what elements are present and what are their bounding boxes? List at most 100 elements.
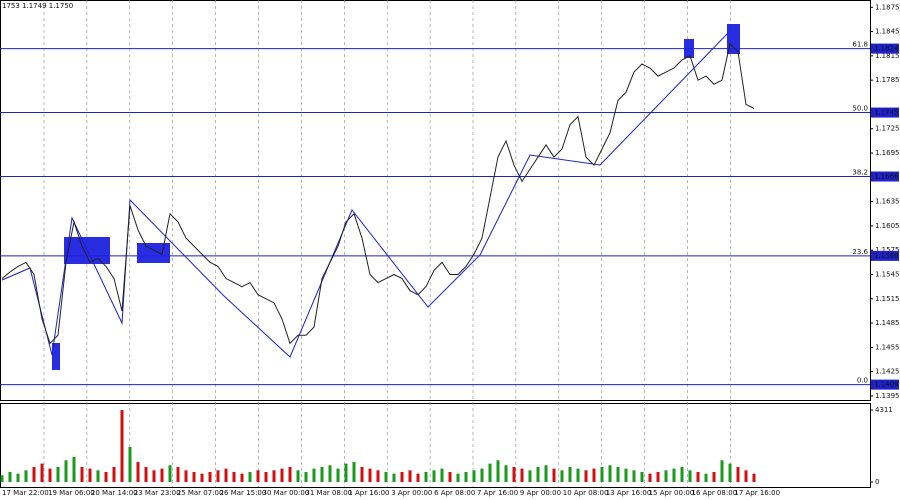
volume-bar <box>368 468 372 482</box>
volume-bar <box>672 468 676 482</box>
highlight-box <box>137 243 170 263</box>
level-price-box <box>871 107 899 118</box>
volume-bar <box>664 470 668 482</box>
volume-bar <box>712 471 716 482</box>
plot <box>0 42 756 482</box>
x-tick-label: 19 Mar 06:00 <box>48 489 95 497</box>
volume-bar <box>312 468 316 482</box>
volume-tick-label: 0 <box>875 478 879 486</box>
volume-bar <box>208 471 212 482</box>
level-price-label: 1.1745 <box>874 109 899 117</box>
volume-bar <box>448 471 452 482</box>
volume-bar <box>608 465 612 482</box>
volume-bar <box>96 470 100 482</box>
volume-bar <box>200 473 204 482</box>
fib-level-name: 61.8 <box>852 41 868 49</box>
x-tick-label: 20 Mar 14:00 <box>91 489 138 497</box>
volume-bar <box>496 460 500 482</box>
level-price-box <box>871 250 899 261</box>
highlight-box <box>684 39 694 58</box>
volume-bar <box>304 471 308 482</box>
y-tick-label: 1.1725 <box>875 125 900 133</box>
volume-bar <box>240 473 244 482</box>
highlight-box <box>52 343 60 370</box>
volume-bar <box>400 471 404 482</box>
volume-bar <box>384 471 388 482</box>
volume-bar <box>376 470 380 482</box>
fib-level-name: 23.6 <box>852 248 868 256</box>
volume-bar <box>592 468 596 482</box>
volume-bar <box>408 470 412 482</box>
level-price-box <box>871 43 899 54</box>
volume-bar <box>232 471 236 482</box>
fib-level-name: 38.2 <box>852 169 868 177</box>
volume-bar <box>336 468 340 482</box>
volume-bar <box>696 471 700 482</box>
volume-bar <box>216 470 220 482</box>
volume-bar <box>744 470 748 482</box>
level-price-label: 1.1568 <box>874 252 899 260</box>
volume-bar <box>88 468 92 482</box>
volume-bar <box>680 466 684 482</box>
volume-bar <box>472 470 476 482</box>
volume-bar <box>160 468 164 482</box>
volume-bar <box>352 461 356 482</box>
y-tick-label: 1.1785 <box>875 76 900 84</box>
x-tick-label: 13 Apr 16:00 <box>606 489 652 497</box>
volume-bar <box>104 471 108 482</box>
volume-bar <box>720 460 724 482</box>
volume-bar <box>536 466 540 482</box>
trend-lines <box>1 32 729 358</box>
volume-bar <box>656 471 660 482</box>
volume-bar <box>552 468 556 482</box>
volume-bar <box>192 471 196 482</box>
x-tick-label: 10 Apr 08:00 <box>563 489 609 497</box>
volume-bar <box>296 470 300 482</box>
volume-bar <box>584 470 588 482</box>
volume-tick-label: 4311 <box>875 406 893 414</box>
volume-bar <box>704 473 708 482</box>
level-price-box <box>871 379 899 390</box>
volume-bar <box>280 468 284 482</box>
volume-bar <box>392 473 396 482</box>
volume-bar <box>360 466 364 482</box>
x-tick-label: 26 Mar 15:00 <box>220 489 267 497</box>
volume-bar <box>48 468 52 482</box>
volume-bar <box>344 463 348 482</box>
volume-bar <box>504 465 508 482</box>
volume-bar <box>24 470 28 482</box>
volume-bar <box>8 471 12 482</box>
volume-frame <box>0 403 871 488</box>
y-tick-label: 1.1395 <box>875 392 900 400</box>
volume-bar <box>480 468 484 482</box>
y-tick-label: 1.1815 <box>875 52 900 60</box>
volume-bar <box>248 471 252 482</box>
volume-bar <box>424 471 428 482</box>
volume-bar <box>288 466 292 482</box>
volume-bar <box>256 470 260 482</box>
volume-bar <box>648 473 652 482</box>
volume-bar <box>464 471 468 482</box>
volume-bar <box>624 468 628 482</box>
volume-bar <box>0 475 4 482</box>
volume-bar <box>184 470 188 482</box>
y-tick-label: 1.1575 <box>875 246 900 254</box>
y-tick-label: 1.1515 <box>875 295 900 303</box>
volume-bar <box>432 470 436 482</box>
volume-bar <box>416 473 420 482</box>
fib-level-name: 50.0 <box>852 105 868 113</box>
y-tick-label: 1.1875 <box>875 3 900 11</box>
volume-bar <box>40 463 44 482</box>
level-price-label: 1.1409 <box>874 381 899 389</box>
x-tick-label: 30 Mar 00:00 <box>263 489 310 497</box>
volume-bar <box>560 470 564 482</box>
volume-bar <box>152 470 156 482</box>
level-price-label: 1.1666 <box>874 173 899 181</box>
volume-bar <box>168 465 172 482</box>
level-price-label: 1.1824 <box>874 45 899 53</box>
y-tick-label: 1.1455 <box>875 343 900 351</box>
volume-bar <box>32 466 36 482</box>
volume-bar <box>528 470 532 482</box>
volume-bar <box>72 456 76 482</box>
